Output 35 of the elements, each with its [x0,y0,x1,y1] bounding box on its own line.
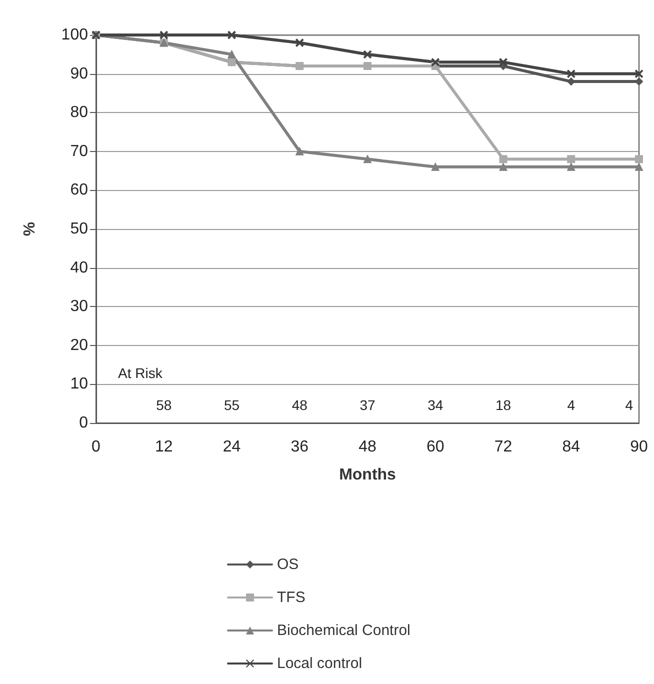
annotation: 48 [292,397,308,413]
annotation: 34 [428,397,444,413]
x-tick-label: 36 [290,438,309,456]
x-axis-title: Months [339,466,396,484]
x-tick-label: 24 [222,438,241,456]
legend-label: OS [277,556,299,573]
x-tick-label: 84 [562,438,580,456]
annotation: 18 [495,397,512,413]
legend-label: TFS [277,589,306,606]
y-tick-label: 80 [70,104,88,122]
x-tick-label: 72 [494,438,512,456]
annotation: At Risk [118,365,164,381]
annotation: 58 [156,397,172,413]
y-tick-label: 70 [70,142,88,160]
x-tick-label: 90 [630,438,648,456]
annotation: 4 [567,397,576,413]
y-tick-label: 30 [70,298,88,316]
x-tick-label: 0 [92,438,101,456]
y-tick-label: 40 [70,259,88,276]
y-tick-label: 100 [61,26,88,44]
legend-label: Biochemical Control [277,622,410,639]
y-tick-label: 10 [70,376,88,393]
annotation: 37 [360,397,376,413]
y-tick-label: 0 [79,414,88,432]
legend-label: Local control [277,655,362,672]
annotation: 55 [224,397,240,413]
y-tick-label: 60 [70,182,88,199]
x-tick-label: 48 [358,438,376,456]
y-tick-label: 20 [70,336,88,354]
y-tick-label: 90 [70,65,88,82]
y-axis-title: % [22,222,38,236]
x-tick-label: 60 [426,438,444,456]
y-tick-label: 50 [70,220,88,238]
x-tick-label: 12 [154,438,173,456]
annotation: 4 [625,397,634,413]
